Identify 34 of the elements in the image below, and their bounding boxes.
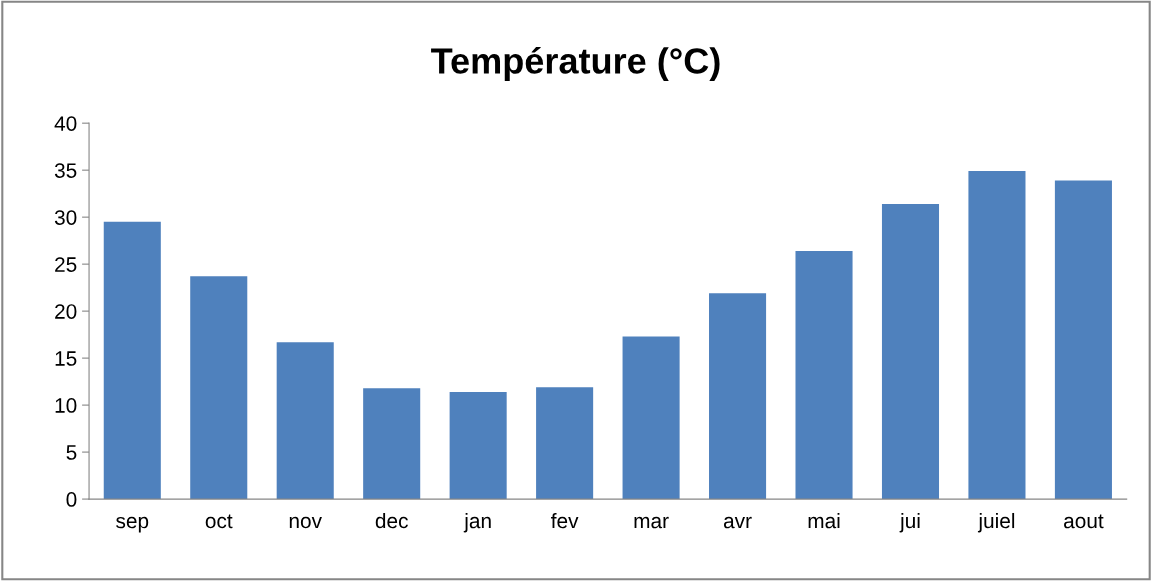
- bar: [968, 171, 1026, 500]
- bar: [881, 203, 940, 500]
- bar: [709, 293, 767, 500]
- x-tick-label: juiel: [977, 512, 1015, 533]
- x-tick-label: avr: [723, 516, 752, 529]
- y-tick-label: 25: [55, 257, 77, 272]
- y-tick-label: 0: [66, 492, 77, 507]
- bar: [536, 387, 594, 500]
- x-tick-label: sep: [116, 516, 149, 533]
- y-tick-label: 30: [54, 210, 77, 225]
- x-tick-label: jui: [899, 512, 920, 533]
- x-tick-label: jan: [463, 512, 491, 533]
- bar: [103, 221, 161, 500]
- bar: [363, 388, 421, 500]
- bar: [1054, 180, 1112, 500]
- x-tick-label: fev: [551, 512, 579, 529]
- y-tick-label: 15: [55, 351, 77, 366]
- x-tick-label: dec: [375, 512, 408, 529]
- y-tick-label: 35: [54, 163, 77, 178]
- x-tick-label: aout: [1064, 514, 1104, 529]
- bar: [190, 276, 248, 500]
- x-tick-label: mar: [634, 516, 669, 529]
- chart-title: Température (°C): [431, 46, 720, 81]
- y-tick-label: 10: [55, 398, 77, 413]
- x-tick-label: mai: [808, 512, 840, 529]
- x-tick-label: nov: [289, 516, 322, 529]
- y-tick-label: 5: [66, 445, 77, 460]
- x-tick-label: oct: [205, 514, 233, 529]
- bar: [449, 391, 507, 500]
- y-tick-label: 20: [55, 304, 77, 319]
- bar: [795, 250, 853, 500]
- bar: [622, 336, 680, 500]
- bar: [276, 342, 334, 500]
- y-tick-label: 40: [54, 116, 77, 131]
